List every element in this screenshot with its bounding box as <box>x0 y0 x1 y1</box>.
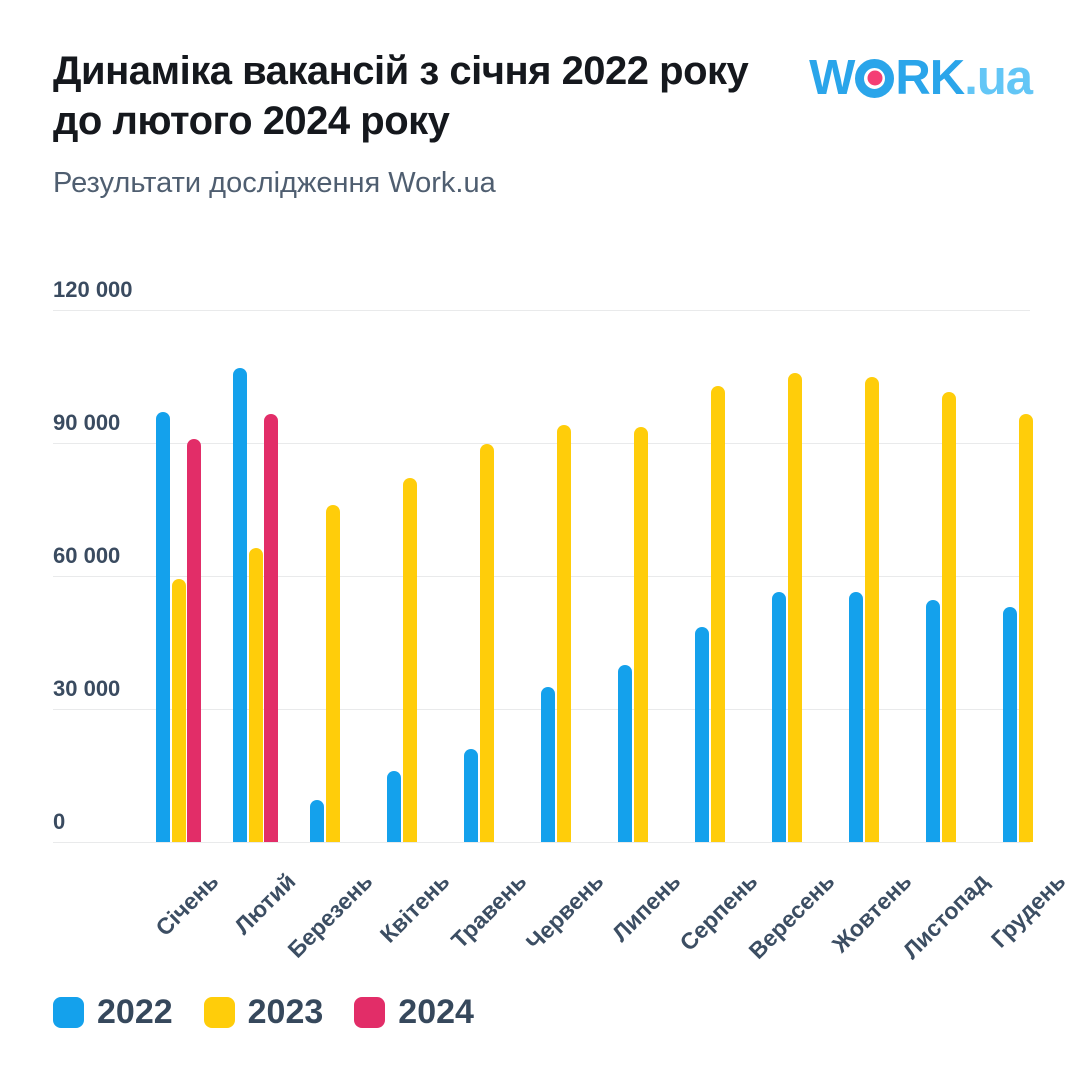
legend-item-2023: 2023 <box>203 993 324 1032</box>
bar-chart: 120 000 90 000 60 000 30 000 0 Січень Лютий Бер… <box>53 277 1070 964</box>
page-title: Динаміка вакансій з січня 2022 року до л… <box>53 46 749 147</box>
bar-2023-Лютий <box>248 548 263 842</box>
bar-2024-Лютий <box>264 414 278 842</box>
y-axis-tick-label: 120 000 <box>53 277 133 302</box>
title-line-2: до лютого 2024 року <box>53 99 450 144</box>
bar-2022-Серпень <box>695 627 709 842</box>
logo-target-icon <box>855 58 895 98</box>
legend-item-2024: 2024 <box>354 993 474 1032</box>
bar-2022-Лютий <box>233 368 247 842</box>
bar-2022-Січень <box>156 412 170 842</box>
logo-dot-icon <box>867 70 883 86</box>
y-axis-tick-label: 90 000 <box>53 410 121 435</box>
bar-2023-Січень <box>171 579 186 842</box>
legend: 2022 2023 2024 <box>53 993 474 1032</box>
bar-2023-Вересень <box>787 373 802 842</box>
bar-2023-Березень <box>325 505 340 842</box>
bar-2022-Листопад <box>926 600 940 842</box>
gridline-120000 <box>53 310 1030 311</box>
legend-swatch-2024-icon <box>354 997 386 1028</box>
work-ua-logo: W RK .ua <box>809 50 1033 106</box>
y-axis-tick-label: 0 <box>53 809 66 834</box>
bar-2022-Грудень <box>1003 607 1017 842</box>
logo-text-ua: .ua <box>964 51 1033 105</box>
legend-label-2024: 2024 <box>398 993 474 1031</box>
bar-2023-Липень <box>633 427 648 842</box>
legend-swatch-2022-icon <box>53 997 84 1028</box>
title-line-1: Динаміка вакансій з січня 2022 року <box>53 49 749 93</box>
bar-2022-Березень <box>310 800 324 842</box>
gridline-0 <box>53 842 1030 843</box>
logo-text-rk: RK <box>895 51 965 105</box>
subtitle: Результати дослідження Work.ua <box>53 167 496 199</box>
bar-2023-Листопад <box>941 392 956 842</box>
bar-2023-Грудень <box>1018 414 1033 842</box>
bar-2023-Червень <box>556 425 571 842</box>
logo-text-w: W <box>809 51 855 105</box>
bar-2023-Квітень <box>402 478 417 842</box>
y-axis-tick-label: 60 000 <box>53 543 121 568</box>
legend-item-2022: 2022 <box>53 993 173 1032</box>
bar-2022-Квітень <box>387 771 401 842</box>
y-axis-tick-label: 30 000 <box>53 676 121 701</box>
bar-2022-Липень <box>618 665 632 842</box>
gridline-60000 <box>53 576 1030 577</box>
gridline-90000 <box>53 443 1030 444</box>
legend-label-2022: 2022 <box>97 993 173 1031</box>
bar-2022-Червень <box>541 687 555 842</box>
bar-2023-Жовтень <box>864 377 879 842</box>
bar-2024-Січень <box>187 439 201 842</box>
x-axis-label-Січень: Січень <box>150 868 224 941</box>
legend-swatch-2023-icon <box>203 997 235 1028</box>
bar-2022-Вересень <box>772 592 786 842</box>
bar-2022-Травень <box>464 749 478 842</box>
bar-2023-Травень <box>479 444 494 842</box>
bar-2023-Серпень <box>710 386 725 842</box>
bar-2022-Жовтень <box>849 592 863 842</box>
legend-label-2023: 2023 <box>247 993 324 1031</box>
